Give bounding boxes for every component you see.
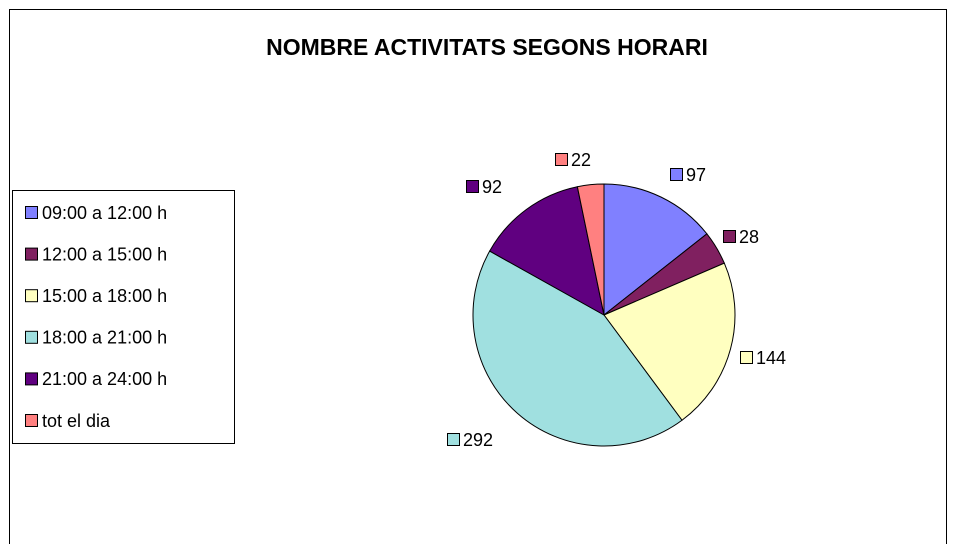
legend-label: 21:00 a 24:00 h — [42, 369, 167, 389]
legend-box — [12, 190, 235, 444]
chart-title: NOMBRE ACTIVITATS SEGONS HORARI — [266, 34, 708, 60]
pie-slice — [603, 262, 736, 421]
legend-label: 18:00 a 21:00 h — [42, 328, 167, 348]
pie-slice — [472, 250, 683, 447]
data-label-key — [740, 351, 753, 364]
pie-slice — [488, 186, 605, 316]
legend-label: tot el dia — [42, 411, 111, 431]
data-label-key — [670, 168, 683, 181]
data-label: 292 — [463, 430, 493, 450]
data-label-key — [447, 433, 460, 446]
legend-key — [25, 330, 38, 344]
legend-key — [25, 372, 38, 386]
legend-label: 12:00 a 15:00 h — [42, 244, 167, 264]
data-label: 92 — [482, 177, 502, 197]
data-label-key — [555, 153, 568, 166]
data-label: 22 — [571, 150, 591, 170]
legend-key — [25, 247, 38, 261]
data-label: 144 — [756, 348, 786, 368]
pie-slice — [603, 183, 708, 317]
data-label: 97 — [686, 165, 706, 185]
data-label-key — [466, 180, 479, 193]
legend-key — [25, 414, 38, 427]
legend-key — [25, 206, 38, 219]
pie-slice — [576, 183, 605, 316]
legend-key — [25, 289, 38, 303]
data-label-key — [723, 230, 736, 243]
legend-label: 09:00 a 12:00 h — [42, 203, 167, 223]
legend-label: 15:00 a 18:00 h — [42, 286, 167, 306]
data-label: 28 — [739, 227, 759, 247]
